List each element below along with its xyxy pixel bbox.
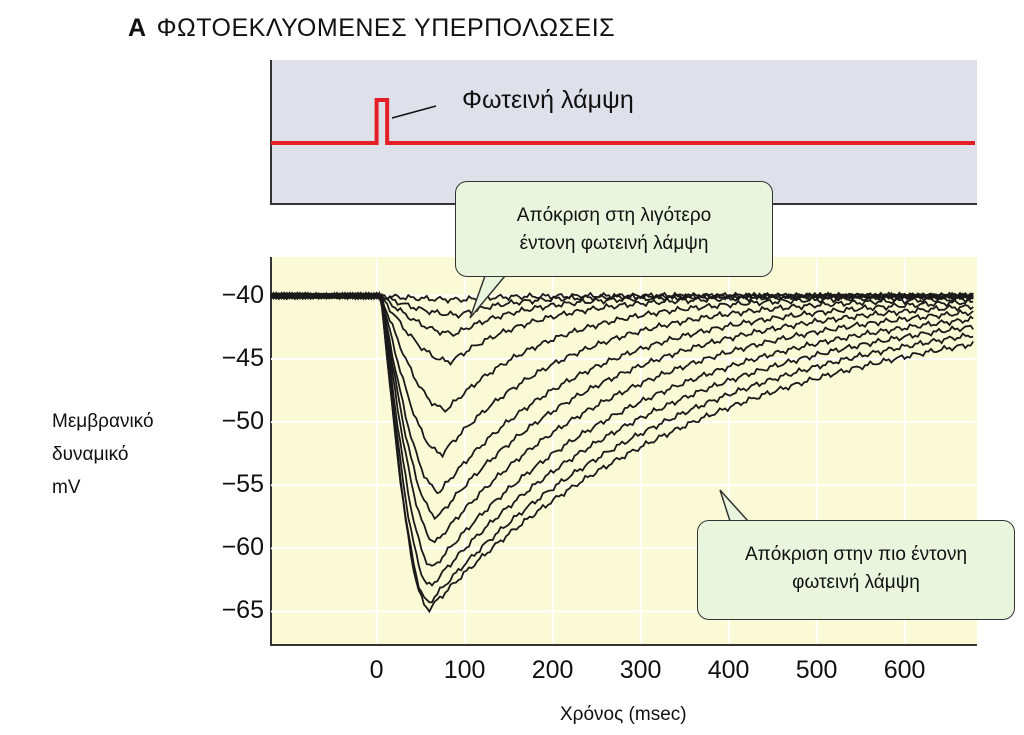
response-trace-5 [270, 291, 974, 413]
stimulus-trace [271, 98, 975, 145]
title-text: ΦΩΤΟΕΚΛΥΟΜΕΝΕΣ ΥΠΕΡΠΟΛΩΣΕΙΣ [156, 14, 616, 42]
y-axis-label-line-3: mV [52, 477, 81, 498]
x-tick-label: 600 [883, 656, 926, 684]
callout-strong-tail [719, 489, 750, 522]
callout-weak-tail [469, 275, 507, 319]
y-axis-label: Μεμβρανικό δυναμικό mV [52, 405, 154, 504]
panel-letter: A [128, 14, 147, 42]
response-traces [270, 290, 974, 614]
y-axis-label-line-2: δυναμικό [52, 444, 129, 465]
callout-strong-response: Απόκριση στην πιο έντονη φωτεινή λάμψη [697, 520, 1015, 620]
y-tick-label: −55 [221, 470, 264, 499]
callout-strong-line-2: φωτεινή λάμψη [792, 572, 920, 593]
figure-title: A ΦΩΤΟΕΚΛΥΟΜΕΝΕΣ ΥΠΕΡΠΟΛΩΣΕΙΣ [128, 14, 615, 43]
y-tick-label: −60 [221, 533, 264, 562]
response-trace-6 [270, 291, 974, 459]
callout-strong-line-1: Απόκριση στην πιο έντονη [744, 544, 968, 565]
x-tick-label: 300 [619, 656, 662, 684]
stimulus-label-pointer [391, 105, 437, 119]
y-tick-label: −40 [221, 280, 264, 309]
x-tick-label: 100 [443, 656, 486, 684]
y-tick-label: −50 [221, 407, 264, 436]
callout-weak-line-1: Απόκριση στη λιγότερο [516, 205, 712, 226]
y-axis-label-line-1: Μεμβρανικό [52, 411, 154, 432]
x-tick-label: 0 [369, 656, 384, 684]
stimulus-label: Φωτεινή λάμψη [462, 86, 634, 114]
x-tick-label: 400 [707, 656, 750, 684]
x-tick-label: 500 [795, 656, 838, 684]
response-trace-13 [270, 291, 974, 614]
x-tick-label: 200 [531, 656, 574, 684]
x-axis-label: Χρόνος (msec) [560, 704, 687, 725]
response-trace-7 [270, 291, 974, 495]
callout-weak-response: Απόκριση στη λιγότερο έντονη φωτεινή λάμ… [455, 181, 773, 277]
callout-weak-line-2: έντονη φωτεινή λάμψη [519, 233, 709, 254]
y-tick-label: −65 [221, 596, 264, 625]
y-tick-label: −45 [221, 343, 264, 372]
